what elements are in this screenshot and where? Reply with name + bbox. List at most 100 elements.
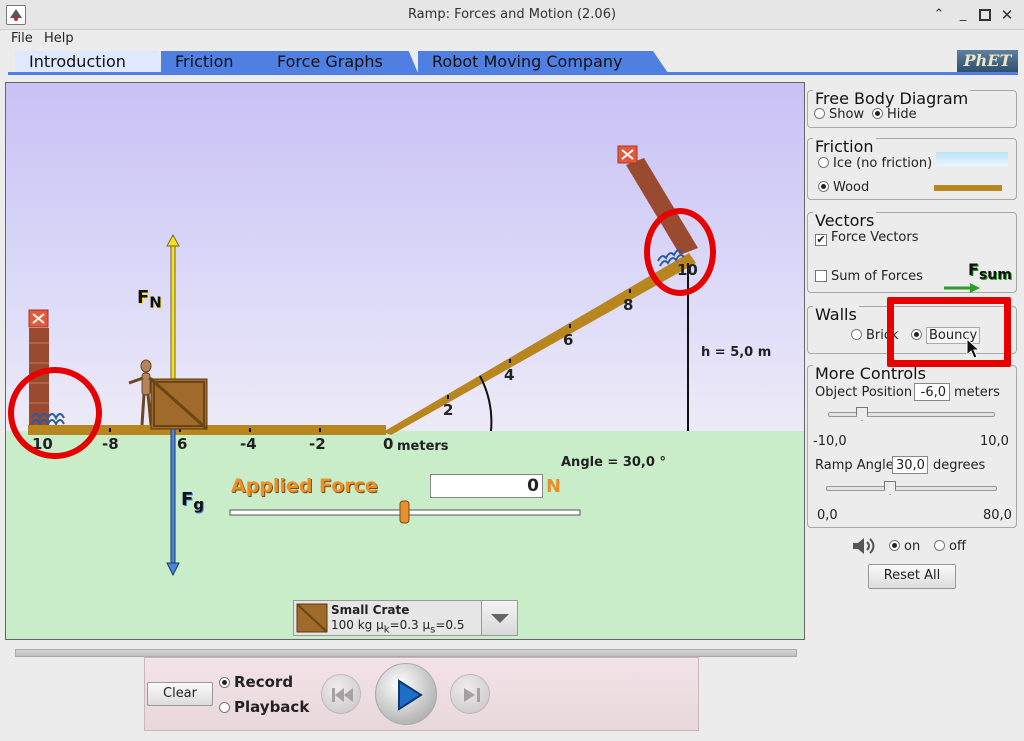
more-controls-title: More Controls [813, 364, 928, 383]
app-icon[interactable] [6, 5, 26, 25]
applied-force-slider[interactable] [229, 500, 581, 524]
friction-ice-radio[interactable]: Ice (no friction) [818, 156, 932, 171]
close-icon[interactable]: ✕ [1000, 6, 1014, 24]
title-bar: Ramp: Forces and Motion (2.06) ⌃ _ ✕ [0, 0, 1024, 30]
fn-label: FN [137, 287, 162, 312]
tick-label: 4 [504, 366, 515, 384]
angle-arc [479, 375, 493, 432]
vectors-title: Vectors [813, 211, 877, 230]
annotation-circle-left-wall [8, 367, 102, 459]
friction-wood-radio[interactable]: Wood [818, 180, 869, 195]
free-body-diagram-panel: Free Body Diagram Show Hide [807, 89, 1017, 128]
play-button[interactable] [375, 663, 437, 725]
object-name: Small Crate [331, 603, 410, 617]
menu-bar: File Help [0, 30, 1024, 48]
step-forward-icon [464, 688, 480, 702]
tab-introduction[interactable]: Introduction [15, 51, 167, 73]
fbd-show-radio[interactable]: Show [814, 107, 864, 122]
object-position-slider-track[interactable] [828, 412, 995, 417]
wood-swatch [934, 185, 1002, 191]
maximize-icon[interactable] [975, 5, 995, 25]
friction-title: Friction [813, 137, 876, 156]
right-wall-close-icon[interactable] [617, 145, 638, 164]
object-position-min: -10,0 [813, 434, 847, 449]
rewind-button[interactable] [321, 674, 361, 714]
fg-label: Fg [181, 489, 205, 514]
sum-of-forces-checkbox[interactable]: Sum of Forces [815, 269, 923, 284]
play-icon [398, 679, 423, 711]
tab-friction[interactable]: Friction [161, 51, 271, 73]
more-controls-panel: More Controls Object Position -6,0 meter… [807, 364, 1017, 528]
play-area[interactable]: 10 -8 6 -4 -2 0 meters 2 4 6 8 10 h = 5,… [5, 82, 805, 640]
tick-label: -4 [240, 435, 257, 453]
tab-underline [8, 72, 1018, 75]
gravity-force-arrow [166, 405, 180, 577]
object-position-unit: meters [954, 385, 1000, 400]
object-position-label: Object Position [815, 385, 913, 400]
phet-logo[interactable]: PhET [957, 50, 1018, 72]
tick-label: -2 [309, 435, 326, 453]
fsum-arrow-icon [944, 283, 980, 293]
force-vectors-checkbox[interactable]: ✔ Force Vectors [815, 230, 919, 246]
fbd-hide-radio[interactable]: Hide [872, 107, 917, 122]
ramp-flat[interactable] [28, 425, 386, 435]
object-dropdown-button[interactable] [481, 601, 517, 635]
rewind-icon [332, 688, 353, 702]
time-progress-bar[interactable] [15, 649, 797, 657]
clear-button[interactable]: Clear [147, 682, 213, 706]
tick-label: 0 [383, 435, 394, 453]
ice-swatch [936, 152, 1008, 166]
applied-force-label: Applied Force [231, 475, 378, 497]
ramp-angle-unit: degrees [933, 458, 986, 473]
ramp-angle-input[interactable]: 30,0 [892, 456, 928, 474]
speaker-icon[interactable] [851, 536, 879, 556]
sound-on-radio[interactable]: on [889, 539, 920, 554]
object-selector[interactable]: Small Crate 100 kg μk=0.3 μs=0.5 [293, 600, 518, 636]
tick-label: 2 [443, 401, 454, 419]
object-details: 100 kg μk=0.3 μs=0.5 [331, 618, 465, 636]
tick-label: -8 [102, 435, 119, 453]
menu-help[interactable]: Help [44, 31, 74, 46]
walls-title: Walls [813, 305, 859, 324]
annotation-circle-right-wall [644, 208, 716, 296]
object-position-input[interactable]: -6,0 [914, 383, 950, 401]
step-forward-button[interactable] [450, 674, 490, 714]
vectors-panel: Vectors ✔ Force Vectors Sum of Forces Fsu… [807, 211, 1017, 293]
minimize-icon[interactable]: _ [959, 7, 967, 22]
ramp-angle-min: 0,0 [817, 508, 838, 523]
ramp-incline[interactable] [383, 253, 696, 435]
mouse-cursor-icon [966, 338, 980, 359]
ramp-angle-slider-thumb[interactable] [884, 481, 896, 495]
annotation-rect-bouncy [887, 297, 1011, 367]
chevron-up-icon[interactable]: ⌃ [933, 7, 945, 22]
angle-label: Angle = 30,0 ° [561, 455, 666, 470]
ramp-angle-max: 80,0 [983, 508, 1012, 523]
friction-panel: Friction Ice (no friction) Wood [807, 137, 1017, 200]
object-position-slider-thumb[interactable] [856, 407, 868, 421]
chevron-down-icon [491, 614, 509, 623]
applied-force-input[interactable]: 0 [430, 474, 543, 498]
scene-drawing [28, 145, 698, 577]
ramp-angle-label: Ramp Angle [815, 458, 894, 473]
window-title: Ramp: Forces and Motion (2.06) [407, 7, 617, 22]
menu-file[interactable]: File [11, 31, 33, 46]
playback-radio[interactable]: Playback [219, 698, 309, 716]
crate-icon [296, 603, 328, 633]
tick-marks [109, 289, 631, 432]
meters-label: meters [397, 439, 449, 454]
tick-label: 6 [177, 435, 188, 453]
fsum-label: Fsum [968, 260, 1012, 284]
crate[interactable] [150, 377, 208, 431]
ramp-angle-slider-track[interactable] [826, 486, 997, 491]
tab-robot-moving-company[interactable]: Robot Moving Company [418, 51, 668, 73]
tick-label: 6 [563, 331, 574, 349]
reset-all-button[interactable]: Reset All [868, 564, 956, 589]
record-radio[interactable]: Record [219, 673, 293, 691]
free-body-diagram-title: Free Body Diagram [813, 89, 971, 108]
tab-force-graphs[interactable]: Force Graphs [263, 51, 418, 73]
playback-panel: Clear Record Playback [144, 657, 699, 731]
sound-off-radio[interactable]: off [934, 539, 966, 554]
normal-force-arrow [166, 233, 180, 405]
height-label: h = 5,0 m [701, 345, 772, 360]
left-wall-close-icon[interactable] [28, 309, 49, 328]
